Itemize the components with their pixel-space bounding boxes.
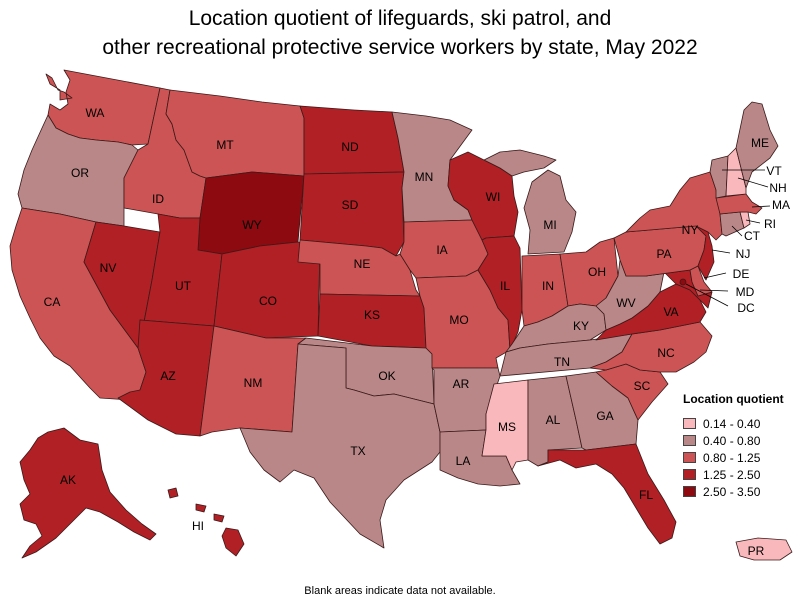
svg-text:IA: IA (436, 243, 447, 257)
svg-text:WY: WY (242, 218, 261, 232)
svg-text:NM: NM (244, 376, 263, 390)
svg-text:PA: PA (656, 247, 671, 261)
svg-text:MS: MS (498, 420, 516, 434)
state-pr[interactable] (735, 537, 793, 561)
legend-label-1: 0.14 - 0.40 (703, 416, 761, 431)
legend-label-5: 2.50 - 3.50 (703, 484, 761, 499)
svg-text:HI: HI (192, 519, 204, 533)
svg-text:MA: MA (772, 198, 790, 212)
svg-text:NC: NC (657, 346, 675, 360)
svg-text:AK: AK (60, 473, 76, 487)
svg-text:ID: ID (152, 192, 164, 206)
legend-title: Location quotient (683, 392, 784, 406)
svg-text:SC: SC (634, 379, 651, 393)
legend-swatch-2 (683, 435, 696, 446)
svg-text:DE: DE (733, 267, 750, 281)
svg-text:DC: DC (737, 301, 755, 315)
svg-text:PR: PR (748, 544, 765, 558)
legend-item-4: 1.25 - 2.50 (683, 466, 798, 483)
us-map: WA OR CA NV ID MT WY UT AZ CO NM ND SD N… (9, 69, 793, 561)
svg-text:SD: SD (342, 198, 359, 212)
svg-text:OH: OH (588, 265, 606, 279)
svg-text:MN: MN (415, 170, 434, 184)
svg-text:ND: ND (341, 140, 359, 154)
svg-text:MI: MI (543, 218, 556, 232)
state-fl[interactable] (537, 443, 677, 545)
svg-text:OK: OK (378, 369, 395, 383)
svg-text:CO: CO (259, 294, 277, 308)
svg-text:AR: AR (453, 377, 470, 391)
legend-swatch-3 (683, 452, 696, 463)
svg-text:LA: LA (456, 454, 471, 468)
svg-text:NE: NE (354, 257, 371, 271)
svg-text:RI: RI (764, 217, 776, 231)
state-hi[interactable] (167, 487, 245, 557)
svg-text:MD: MD (736, 285, 755, 299)
svg-text:GA: GA (596, 409, 613, 423)
legend-swatch-1 (683, 418, 696, 429)
svg-text:UT: UT (175, 279, 192, 293)
svg-text:NJ: NJ (736, 247, 751, 261)
state-me[interactable] (735, 101, 779, 189)
state-nh[interactable] (725, 147, 747, 197)
svg-text:WI: WI (486, 190, 501, 204)
svg-text:VA: VA (663, 305, 678, 319)
svg-text:IL: IL (500, 279, 510, 293)
state-wy[interactable] (197, 171, 305, 255)
svg-text:TN: TN (554, 355, 570, 369)
state-mi[interactable] (483, 149, 577, 255)
map-title-line-1: Location quotient of lifeguards, ski pat… (188, 7, 612, 30)
state-ma[interactable] (715, 193, 763, 215)
state-ak[interactable] (19, 427, 157, 559)
state-nj[interactable] (695, 225, 715, 281)
legend-label-3: 0.80 - 1.25 (703, 450, 761, 465)
map-title: Location quotient of lifeguards, ski pat… (0, 4, 800, 62)
legend-swatch-4 (683, 469, 696, 480)
legend-label-2: 0.40 - 0.80 (703, 433, 761, 448)
svg-text:TX: TX (350, 444, 365, 458)
svg-text:IN: IN (542, 279, 554, 293)
svg-text:WA: WA (86, 106, 105, 120)
svg-text:NV: NV (100, 261, 117, 275)
legend-label-4: 1.25 - 2.50 (703, 467, 761, 482)
svg-text:AZ: AZ (160, 369, 175, 383)
svg-text:NH: NH (769, 181, 786, 195)
svg-text:MO: MO (449, 313, 468, 327)
state-ct[interactable] (719, 211, 745, 237)
state-ne[interactable] (297, 239, 421, 297)
legend-item-3: 0.80 - 1.25 (683, 449, 798, 466)
svg-text:CT: CT (744, 229, 761, 243)
svg-text:NY: NY (682, 223, 699, 237)
svg-text:AL: AL (546, 413, 561, 427)
svg-text:CA: CA (44, 295, 61, 309)
svg-text:ME: ME (751, 136, 769, 150)
state-tx[interactable] (239, 343, 441, 549)
svg-text:KS: KS (364, 308, 380, 322)
legend-item-2: 0.40 - 0.80 (683, 432, 798, 449)
legend-item-5: 2.50 - 3.50 (683, 483, 798, 500)
legend: Location quotient 0.14 - 0.40 0.40 - 0.8… (683, 392, 798, 500)
footer-note: Blank areas indicate data not available. (304, 585, 496, 597)
state-dc[interactable] (679, 278, 687, 286)
svg-text:FL: FL (639, 488, 653, 502)
legend-item-1: 0.14 - 0.40 (683, 415, 798, 432)
svg-text:VT: VT (766, 164, 782, 178)
map-title-line-2: other recreational protective service wo… (102, 36, 698, 59)
svg-text:KY: KY (573, 319, 589, 333)
legend-swatch-5 (683, 486, 696, 497)
svg-text:WV: WV (616, 296, 635, 310)
svg-text:OR: OR (71, 166, 89, 180)
svg-text:MT: MT (216, 138, 234, 152)
